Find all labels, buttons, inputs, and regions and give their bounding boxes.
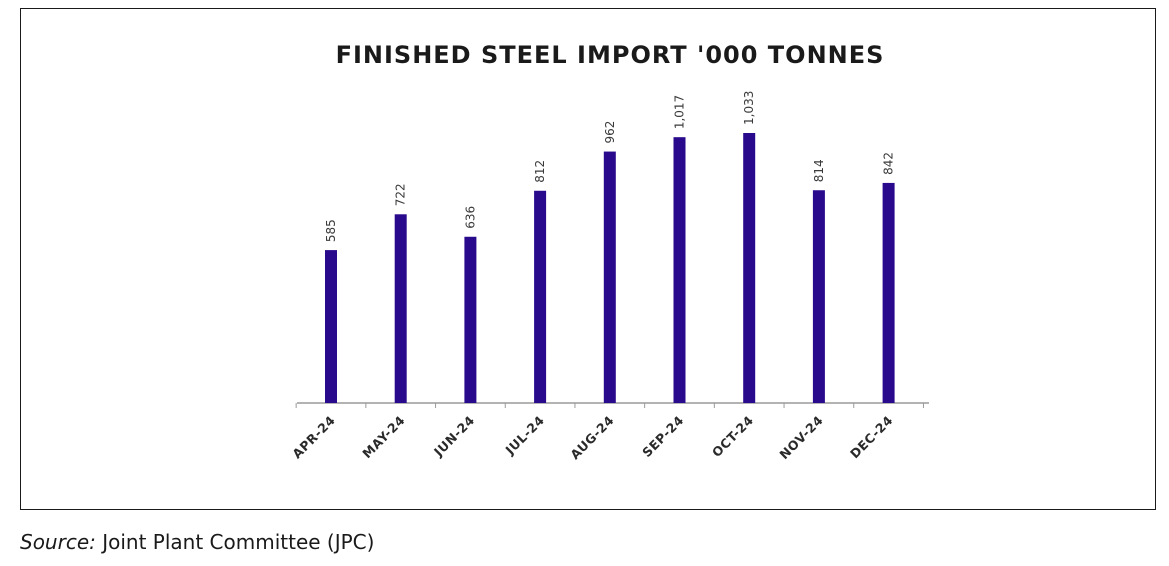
value-label: 1,033 bbox=[742, 91, 756, 125]
value-label: 1,017 bbox=[673, 95, 687, 129]
bar-chart: FINISHED STEEL IMPORT '000 TONNES 585 722… bbox=[289, 41, 929, 463]
value-label: 636 bbox=[463, 206, 477, 229]
value-label: 814 bbox=[812, 159, 826, 182]
x-tick-label: MAY-24 bbox=[359, 413, 408, 462]
x-tick-label: DEC-24 bbox=[847, 413, 896, 462]
source-note: Source: Joint Plant Committee (JPC) bbox=[20, 530, 374, 554]
bar-may-24 bbox=[394, 214, 407, 403]
value-label: 842 bbox=[882, 152, 896, 175]
x-tick-label: SEP-24 bbox=[639, 413, 686, 460]
x-tick-label: OCT-24 bbox=[709, 413, 756, 460]
value-label: 722 bbox=[394, 183, 408, 206]
value-label: 812 bbox=[533, 160, 547, 183]
x-tick-label: APR-24 bbox=[289, 413, 338, 462]
bar-jun-24 bbox=[464, 236, 477, 403]
source-text: Joint Plant Committee (JPC) bbox=[95, 530, 375, 554]
value-label: 585 bbox=[324, 219, 338, 242]
chart-title: FINISHED STEEL IMPORT '000 TONNES bbox=[336, 41, 885, 69]
bar-sep-24 bbox=[673, 137, 686, 403]
bar-oct-24 bbox=[743, 133, 756, 403]
chart-frame: FINISHED STEEL IMPORT '000 TONNES 585 722… bbox=[20, 8, 1156, 510]
x-tick-label: AUG-24 bbox=[567, 413, 617, 463]
x-tick-label: JUN-24 bbox=[430, 413, 477, 460]
bar-aug-24 bbox=[603, 151, 616, 403]
bar-apr-24 bbox=[325, 250, 337, 403]
x-tick-label: NOV-24 bbox=[776, 413, 826, 463]
value-label: 962 bbox=[603, 121, 617, 144]
x-tick-label: JUL-24 bbox=[502, 413, 548, 459]
bar-jul-24 bbox=[534, 190, 547, 403]
bar-dec-24 bbox=[882, 182, 895, 403]
source-prefix: Source: bbox=[20, 530, 96, 554]
bar-nov-24 bbox=[812, 190, 825, 403]
